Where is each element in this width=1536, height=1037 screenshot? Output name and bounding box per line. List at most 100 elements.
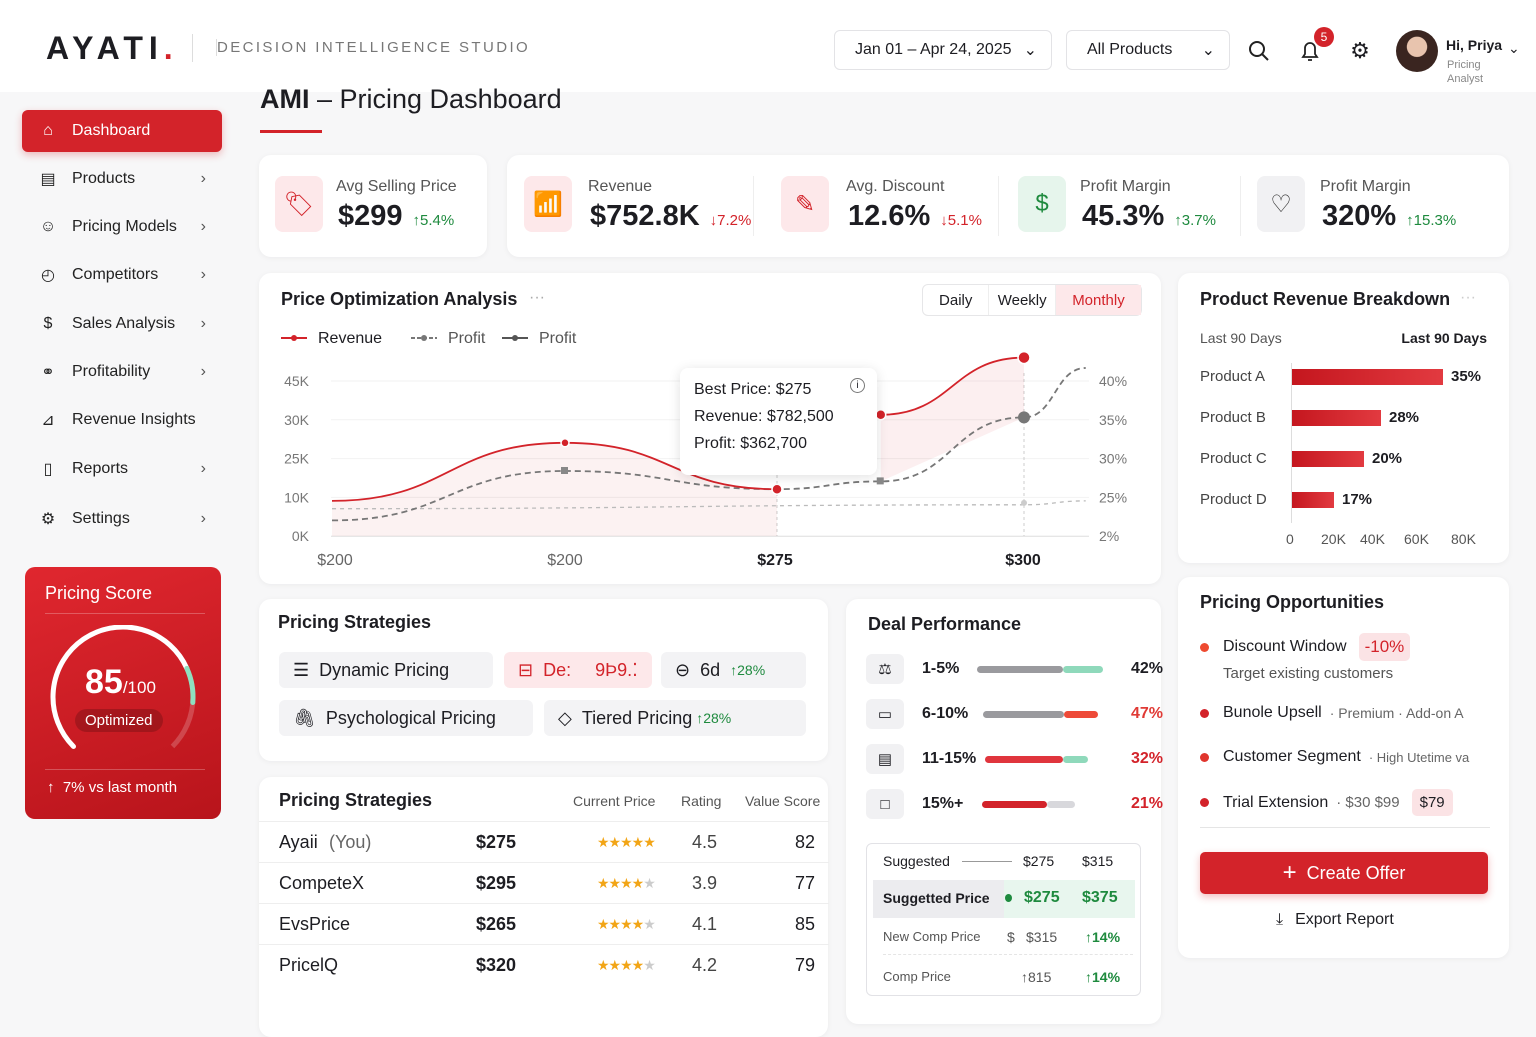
sidebar-item-dashboard[interactable]: ⌂ Dashboard [22,110,222,152]
legend-label: Revenue [318,330,382,347]
tab-daily[interactable]: Daily [939,291,973,309]
x-tick: 80K [1451,531,1476,547]
diamond-icon: ◇ [558,707,572,728]
col-header: Current Price [573,793,656,809]
opp-trial-extension[interactable]: Trial Extension · $30 $99 $79 [1200,789,1453,816]
y-tick: 25K [284,451,310,467]
more-icon[interactable]: ··· [1460,289,1476,306]
dollar-icon: $ [43,315,53,332]
logo[interactable]: AYATI. [46,30,179,66]
competitor-table: Pricing Strategies Current Price Rating … [259,777,829,1037]
square-icon: □ [866,789,904,819]
sidebar-item-profitability[interactable]: ⚭ Profitability › [22,351,222,393]
period-label: Last 90 Days [1401,330,1487,346]
y2-tick: 2% [1099,528,1119,544]
legend-marker [421,335,427,341]
search-icon[interactable] [1246,38,1272,64]
arrow-up-icon: ↑ [47,779,55,796]
tab-weekly[interactable]: Weekly [988,285,1054,315]
chevron-right-icon: › [200,218,206,235]
deal-bar-segment [1063,756,1088,763]
legend-marker [512,335,518,341]
deal-row: ⚖ 1-5% 42% [866,651,1163,687]
x-tick: $200 [317,552,353,569]
title-underline [260,130,322,133]
product-pct: 28% [1389,409,1420,426]
deal-bar-segment [977,666,1063,673]
product-pct: 17% [1342,491,1373,508]
table-title: Pricing Strategies [279,790,433,810]
price-optimization-card: Price Optimization Analysis ··· Daily Wee… [259,273,1161,584]
date-range-picker[interactable]: Jan 01 – Apr 24, 2025 ⌄ [834,30,1052,70]
line-chart: 45K 40% 30K 35% 25K 30% 10K 25% 0K 2% $200 $200 $275… [281,330,1127,569]
deal-row: ▤ 11-15% 32% [866,741,1163,777]
deal-row: ▭ 6-10% 47% [866,696,1163,732]
rating-stars: ★★★★★ [597,874,656,891]
sidebar-item-pricing-models[interactable]: ☺ Pricing Models › [39,218,206,235]
opp-subtitle: Target existing customers [1223,665,1394,682]
sidebar-item-revenue-insights[interactable]: ⊿ Revenue Insights [22,399,222,441]
sidebar-item-competitors[interactable]: ◴ Competitors › [22,254,222,296]
price-badge: $79 [1411,789,1453,816]
bell-icon[interactable] [1297,38,1323,64]
studio-tagline: DECISION INTELLIGENCE STUDIO [216,39,531,56]
chevron-right-icon: › [200,266,206,283]
opp-customer-segment[interactable]: Customer Segment · High Utetime va [1200,748,1469,766]
y2-tick: 30% [1099,451,1127,467]
avatar[interactable] [1396,30,1438,72]
opp-discount-window[interactable]: Discount Window -10% [1200,633,1411,661]
sidebar [0,92,236,1024]
dollar-circle-icon: $ [1018,176,1066,232]
user-role: Pricing Analyst [1447,59,1484,85]
more-icon[interactable]: ··· [529,289,545,306]
revenue-point [874,409,887,421]
table-row[interactable]: CompeteX $295 ★★★★★ 3.9 77 [259,862,829,903]
chart-tooltip: Best Price: $275 Revenue: $782,500 Profit:… [680,368,877,475]
x-tick: 40K [1360,531,1385,547]
sidebar-item-settings[interactable]: ⚙ Settings › [22,498,222,540]
rating-stars: ★★★★★ [597,833,656,850]
legend-marker [291,335,297,341]
tag-icon: ⊟ [518,659,534,680]
deal-row: □ 15%+ 21% [866,786,1163,822]
plus-icon: + [1282,859,1297,886]
chevron-right-icon: › [200,363,206,380]
period-tabs: Daily Weekly Monthly [922,284,1142,316]
product-label: Product C [1200,450,1267,467]
sidebar-item-sales-analysis[interactable]: $ Sales Analysis › [22,303,222,345]
tab-monthly[interactable]: Monthly [1054,285,1141,315]
strategy-tiered[interactable]: ◇ Tiered Pricing ↑28% [544,700,806,736]
kpi-1: 📶 Revenue $752.8K ↓7.2% [524,176,751,232]
product-bar [1291,492,1334,508]
strategy-6d[interactable]: ⊖ 6d ↑28% [661,652,806,688]
score-status: Optimized [75,709,163,732]
legend-label: Profit [448,330,486,347]
chevron-down-icon[interactable]: ⌄ [1508,40,1520,56]
create-offer-button[interactable]: + Create Offer [1200,852,1488,894]
download-icon: ⤓ [1276,911,1284,928]
chevron-right-icon: › [200,315,206,332]
table-row[interactable]: EvsPrice $265 ★★★★★ 4.1 85 [259,903,829,944]
strategy-psychological[interactable]: 🖇 Psychological Pricing [279,700,533,736]
kpi-3: $ Profit Margin 45.3% ↑3.7% [1018,176,1216,232]
top-bar [0,0,1536,92]
product-filter[interactable]: All Products ⌄ [1066,30,1230,70]
table-row[interactable]: Ayaii (You) $275 ★★★★★ 4.5 82 [259,821,829,862]
user-greeting[interactable]: Hi, Priya [1446,37,1503,53]
scale-icon: ⚖ [866,654,904,684]
export-report-button[interactable]: ⤓ Export Report [1276,911,1394,928]
x-tick: $275 [757,552,793,569]
strategy-dynamic-pricing[interactable]: ☰ Dynamic Pricing [279,652,493,688]
bar-chart-icon: 📶 [524,176,572,232]
table-row[interactable]: PricelQ $320 ★★★★★ 4.2 79 [259,944,829,985]
product-pct: 35% [1451,368,1482,385]
pricing-strategies-card: Pricing Strategies ☰ Dynamic Pricing ⊟ De:… [259,599,828,761]
sidebar-item-products[interactable]: ▤ Products › [22,158,222,200]
chevron-right-icon: › [200,460,206,477]
target-icon: ◴ [41,267,55,284]
gear-icon[interactable]: ⚙ [1350,38,1370,63]
opp-bundle-upsell[interactable]: Bunole Upsell · Premium · Add-on A [1200,704,1464,722]
strategy-discount[interactable]: ⊟ De: 9Þ9.⁚ [504,652,652,688]
sidebar-item-reports[interactable]: ▯ Reports › [22,448,222,490]
series-line-profit [331,367,1086,522]
